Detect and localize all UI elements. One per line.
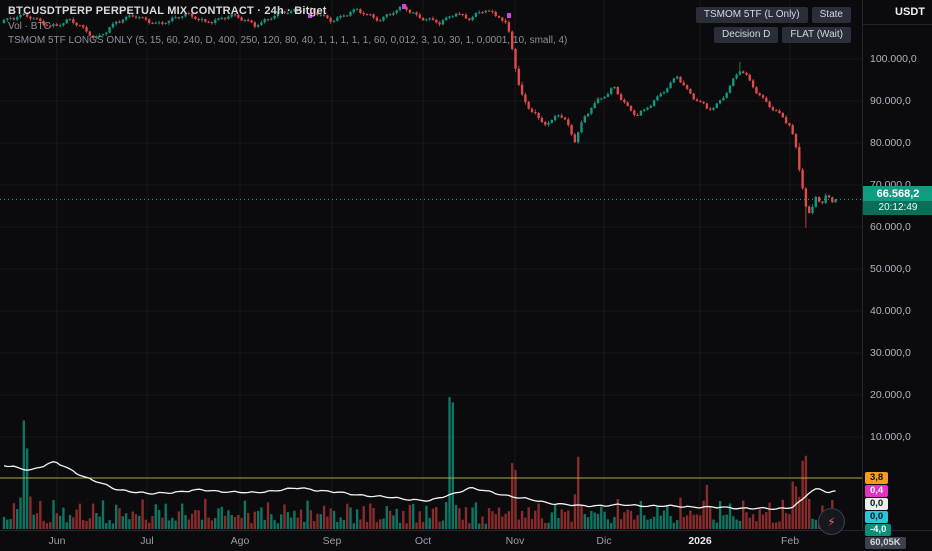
badge-decision[interactable]: Decision D xyxy=(714,27,779,43)
indicator-value-badge: -4,0 xyxy=(865,524,892,536)
time-tick-label: Feb xyxy=(780,535,800,547)
time-tick-label: 2026 xyxy=(688,535,712,547)
time-tick-label: Jun xyxy=(48,535,66,547)
currency-label[interactable]: USDT xyxy=(863,0,932,25)
price-tick-label: 40.000,0 xyxy=(870,305,911,317)
chart-pane[interactable]: BTCUSDTPERP PERPETUAL MIX CONTRACT · 24h… xyxy=(0,0,862,535)
price-tick-label: 30.000,0 xyxy=(870,347,911,359)
status-badge-row-2: Decision D FLAT (Wait) xyxy=(714,27,851,43)
price-tick-label: 80.000,0 xyxy=(870,137,911,149)
price-axis[interactable]: USDT 66.568,2 20:12:49 100.000,0 90.000,0… xyxy=(862,0,932,549)
indicator-value-badge: 3,8 xyxy=(865,472,889,484)
indicator-value-badge: 0,4 xyxy=(865,485,889,497)
price-tick-label: 50.000,0 xyxy=(870,263,911,275)
time-tick-label: Jul xyxy=(140,535,154,547)
price-tick-label: 90.000,0 xyxy=(870,95,911,107)
price-tick-label: 100.000,0 xyxy=(870,53,917,65)
bar-countdown: 20:12:49 xyxy=(863,201,932,215)
quick-trade-button[interactable]: ⚡ xyxy=(818,508,845,535)
last-price-badge: 66.568,2 20:12:49 xyxy=(863,186,932,215)
candlestick-volume-chart[interactable] xyxy=(0,0,862,530)
price-tick-label: 10.000,0 xyxy=(870,431,911,443)
indicator-value-badge: 0,0 xyxy=(865,498,889,510)
time-axis[interactable]: Jun Jul Ago Sep Oct Nov Dic 2026 Feb xyxy=(0,530,932,551)
indicator-value-badge: 0,0 xyxy=(865,511,889,523)
time-tick-label: Ago xyxy=(230,535,250,547)
badge-state[interactable]: State xyxy=(811,7,851,23)
time-tick-label: Sep xyxy=(322,535,342,547)
status-badge-row-1: TSMOM 5TF (L Only) State xyxy=(695,7,851,23)
last-price-value: 66.568,2 xyxy=(863,186,932,201)
indicator-value-badge: 60,05K xyxy=(865,537,906,549)
lightning-icon: ⚡ xyxy=(827,514,836,529)
price-tick-label: 20.000,0 xyxy=(870,389,911,401)
badge-tsmom-title[interactable]: TSMOM 5TF (L Only) xyxy=(695,7,808,23)
time-tick-label: Nov xyxy=(505,535,525,547)
time-tick-label: Dic xyxy=(596,535,612,547)
badge-flat-wait[interactable]: FLAT (Wait) xyxy=(782,27,851,43)
price-tick-label: 60.000,0 xyxy=(870,221,911,233)
time-tick-label: Oct xyxy=(414,535,432,547)
indicator-status-badges: TSMOM 5TF (L Only) State Decision D FLAT… xyxy=(695,7,851,43)
